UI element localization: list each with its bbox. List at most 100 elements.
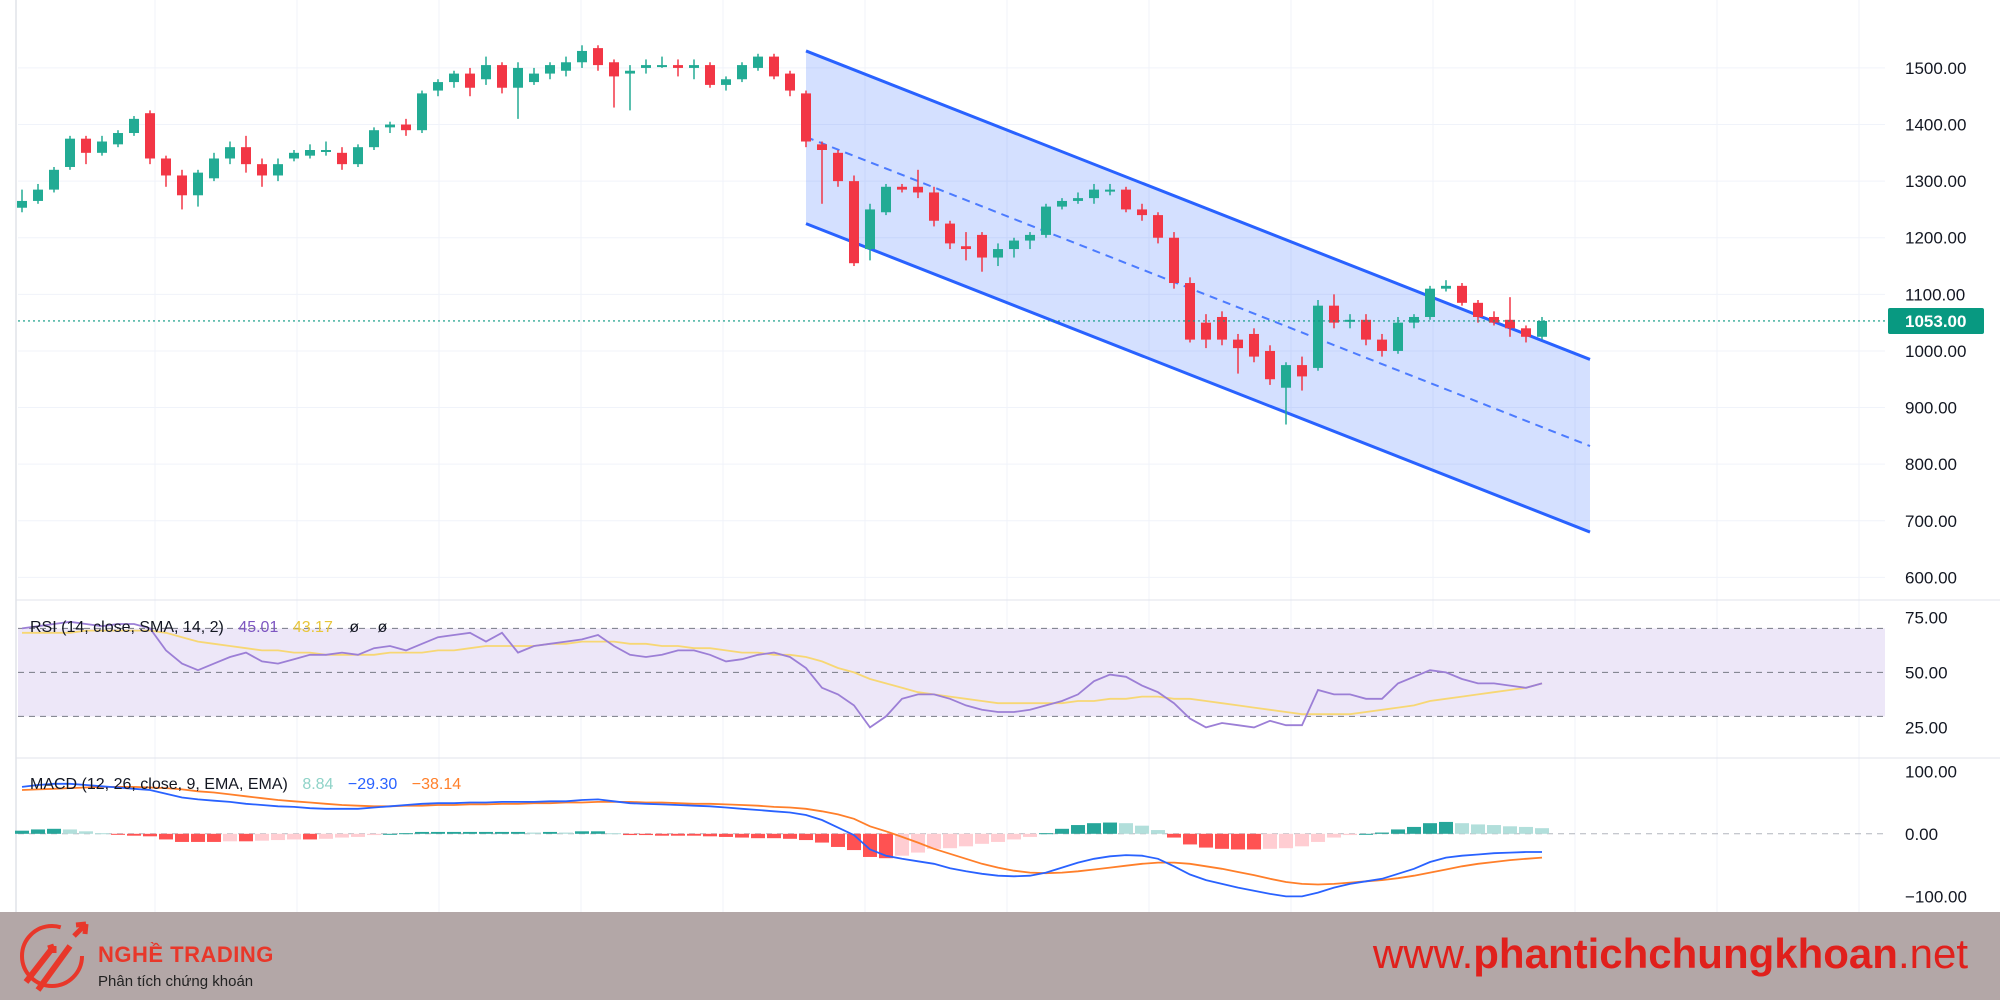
candle-body bbox=[1025, 234, 1035, 241]
candle-body bbox=[737, 65, 747, 80]
candlesticks bbox=[17, 45, 1547, 425]
candle-body bbox=[913, 186, 923, 193]
candle-body bbox=[529, 73, 539, 83]
candle-body bbox=[1473, 302, 1483, 317]
price-tick-label: 1100.00 bbox=[1905, 285, 1965, 304]
macd-histogram-bar bbox=[79, 831, 93, 834]
rsi-tick-label: 75.00 bbox=[1905, 608, 1948, 627]
candle-body bbox=[1201, 322, 1211, 340]
candle-body bbox=[769, 56, 779, 77]
macd-legend-macd-value: −29.30 bbox=[348, 776, 397, 793]
candle-body bbox=[113, 133, 123, 145]
candle-body bbox=[609, 62, 619, 77]
macd-histogram-bar bbox=[1039, 833, 1053, 835]
candle-body bbox=[1441, 285, 1451, 289]
candle-body bbox=[1233, 339, 1243, 349]
website-suffix: .net bbox=[1897, 930, 1968, 977]
macd-histogram-bar bbox=[303, 833, 317, 840]
macd-histogram-bar bbox=[591, 831, 605, 834]
price-tick-label: 1300.00 bbox=[1905, 172, 1966, 191]
macd-histogram-bar bbox=[607, 833, 621, 835]
macd-histogram-bar bbox=[1391, 829, 1405, 834]
macd-histogram-bar bbox=[559, 832, 573, 834]
macd-histogram-bar bbox=[927, 833, 941, 849]
brand-name: NGHỀ TRADING bbox=[98, 942, 274, 967]
candle-body bbox=[673, 65, 683, 68]
candle-body bbox=[1089, 189, 1099, 199]
candle-body bbox=[833, 152, 843, 182]
macd-histogram-bar bbox=[735, 833, 749, 838]
price-tick-label: 1200.00 bbox=[1905, 229, 1966, 248]
candle-body bbox=[625, 70, 635, 74]
candle-body bbox=[1009, 240, 1019, 250]
price-tick-label: 1500.00 bbox=[1905, 59, 1966, 78]
website-link[interactable]: www.phantichchungkhoan.net bbox=[1373, 930, 1968, 978]
candle-body bbox=[209, 158, 219, 179]
candle-body bbox=[465, 73, 475, 88]
macd-histogram-bar bbox=[783, 833, 797, 839]
candle-body bbox=[897, 186, 907, 190]
macd-histogram-bar bbox=[319, 833, 333, 839]
channel-lower-line bbox=[805, 222, 1591, 534]
macd-signal-line bbox=[21, 786, 1543, 886]
candle-body bbox=[1169, 237, 1179, 284]
macd-histogram-bar bbox=[1023, 833, 1037, 837]
candle-body bbox=[1457, 285, 1467, 303]
macd-histogram-bar bbox=[415, 831, 429, 834]
candle-body bbox=[1137, 209, 1147, 216]
macd-histogram-bar bbox=[239, 833, 253, 842]
candle-body bbox=[177, 175, 187, 196]
macd-histogram-bar bbox=[1359, 833, 1373, 835]
macd-histogram-bar bbox=[159, 833, 173, 840]
macd-histogram-bar bbox=[287, 833, 301, 840]
macd-histogram-bar bbox=[95, 833, 109, 835]
candle-body bbox=[449, 73, 459, 83]
macd-histogram-bar bbox=[639, 833, 653, 836]
candle-body bbox=[705, 65, 715, 85]
macd-histogram-bar bbox=[831, 833, 845, 847]
brand-tagline: Phân tích chứng khoán bbox=[98, 973, 254, 990]
rsi-line bbox=[21, 620, 1543, 729]
rsi-legend-extra-1: ø bbox=[349, 619, 359, 636]
macd-histogram-bar bbox=[463, 831, 477, 834]
candle-body bbox=[273, 164, 283, 176]
macd-histogram-bar bbox=[991, 833, 1005, 842]
rsi-legend-label: RSI (14, close, SMA, 14, 2) bbox=[30, 619, 224, 636]
macd-pane: 100.00 0.00 −100.00 bbox=[15, 762, 1967, 906]
candle-body bbox=[129, 118, 139, 134]
macd-histogram-bar bbox=[1343, 833, 1357, 836]
macd-histogram-bar bbox=[975, 833, 989, 844]
macd-histogram-bar bbox=[623, 833, 637, 836]
price-tick-label: 700.00 bbox=[1905, 512, 1957, 531]
rsi-legend-extra-2: ø bbox=[378, 619, 388, 636]
price-axis: 600.00 700.00 800.00 900.00 1000.00 1100.00 12… bbox=[18, 59, 1984, 587]
candle-body bbox=[401, 124, 411, 131]
macd-legend-hist-value: 8.84 bbox=[302, 776, 333, 793]
candle-body bbox=[193, 172, 203, 196]
candle-body bbox=[1073, 198, 1083, 201]
macd-histogram-bar bbox=[959, 833, 973, 847]
macd-histogram-bar bbox=[703, 833, 717, 837]
candle-body bbox=[65, 138, 75, 167]
candle-body bbox=[481, 65, 491, 80]
trading-arrows-logo-icon bbox=[20, 921, 89, 992]
macd-histogram-bar bbox=[1087, 823, 1101, 834]
candle-body bbox=[1329, 305, 1339, 323]
candle-body bbox=[1297, 365, 1307, 377]
candle-body bbox=[321, 150, 331, 152]
macd-histogram-bar bbox=[1455, 823, 1469, 834]
macd-histogram-bar bbox=[127, 833, 141, 836]
candle-body bbox=[1313, 305, 1323, 368]
macd-histogram-bar bbox=[15, 830, 29, 834]
candle-body bbox=[1105, 189, 1115, 192]
macd-histogram-bar bbox=[255, 833, 269, 841]
candle-body bbox=[545, 65, 555, 74]
macd-histogram-bar bbox=[431, 831, 445, 834]
macd-histogram-bar bbox=[1407, 826, 1421, 834]
footer-banner: NGHỀ TRADING Phân tích chứng khoán www.p… bbox=[0, 912, 2000, 1000]
candle-body bbox=[33, 189, 43, 201]
macd-legend-label: MACD (12, 26, close, 9, EMA, EMA) bbox=[30, 776, 288, 793]
indicator-legends: RSI (14, close, SMA, 14, 2) 45.01 43.17 … bbox=[30, 619, 461, 793]
price-tick-label: 800.00 bbox=[1905, 455, 1957, 474]
candle-body bbox=[225, 147, 235, 159]
